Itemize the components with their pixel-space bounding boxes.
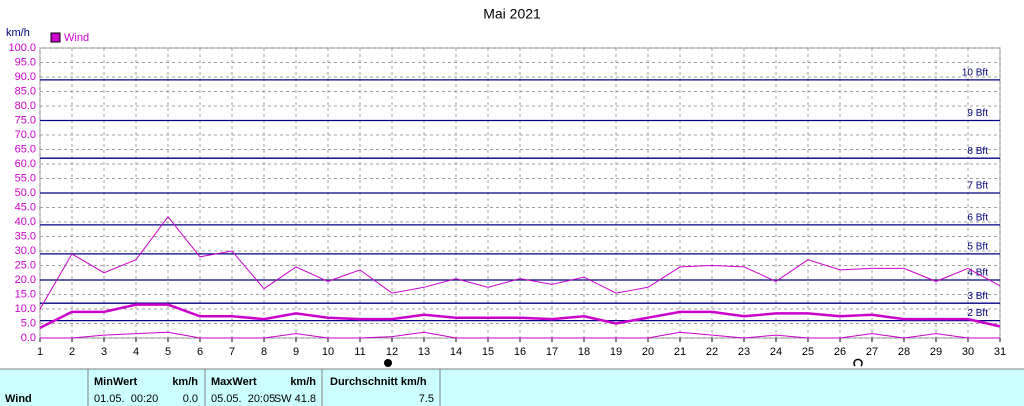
y-tick-label: 90.0 [15, 71, 36, 83]
x-tick-label: 17 [546, 346, 558, 358]
y-tick-label: 10.0 [15, 303, 36, 315]
data-line [40, 331, 1000, 339]
reference-label: 9 Bft [967, 108, 988, 119]
x-tick-label: 11 [354, 346, 365, 358]
y-tick-label: 25.0 [15, 259, 36, 271]
data-line [39, 303, 1001, 330]
table-header: km/h [290, 376, 316, 388]
y-tick-label: 35.0 [15, 230, 36, 242]
x-tick-label: 6 [197, 346, 203, 358]
x-tick-label: 20 [642, 346, 654, 358]
x-tick-label: 28 [898, 346, 910, 358]
table-header: MaxWert [211, 376, 257, 388]
x-tick-label: 27 [866, 346, 878, 358]
y-unit: km/h [6, 27, 30, 39]
row-label: Wind [5, 393, 32, 405]
x-tick-label: 3 [101, 346, 107, 358]
x-tick-label: 29 [930, 346, 942, 358]
x-tick-label: 1 [37, 346, 43, 358]
x-tick-label: 26 [834, 346, 846, 358]
y-tick-label: 45.0 [15, 201, 36, 213]
y-tick-label: 65.0 [15, 143, 36, 155]
x-tick-label: 30 [962, 346, 974, 358]
y-tick-label: 60.0 [15, 158, 36, 170]
table-cell: 7.5 [419, 393, 434, 405]
x-tick-label: 21 [674, 346, 686, 358]
x-tick-label: 31 [994, 346, 1006, 358]
data-line [39, 215, 1001, 310]
reference-label: 8 Bft [967, 146, 988, 157]
x-tick-label: 9 [293, 346, 299, 358]
y-tick-label: 40.0 [15, 216, 36, 228]
y-tick-label: 80.0 [15, 100, 36, 112]
reference-label: 6 Bft [967, 213, 988, 224]
x-tick-label: 18 [578, 346, 590, 358]
x-tick-label: 25 [802, 346, 814, 358]
legend-swatch [50, 32, 61, 43]
y-tick-label: 70.0 [15, 129, 36, 141]
reference-label: 3 Bft [967, 291, 988, 302]
x-tick-label: 23 [738, 346, 750, 358]
chart-title: Mai 2021 [483, 6, 541, 22]
y-tick-label: 15.0 [15, 288, 36, 300]
table-cell: 01.05. 00:20 [94, 393, 158, 405]
moon-icon [853, 358, 863, 367]
reference-label: 7 Bft [967, 181, 988, 192]
table-header: km/h [172, 376, 198, 388]
table-cell: SW 41.8 [274, 393, 316, 405]
reference-label: 4 Bft [967, 268, 988, 279]
y-tick-label: 95.0 [15, 56, 36, 68]
y-tick-label: 20.0 [15, 274, 36, 286]
x-tick-label: 22 [706, 346, 718, 358]
reference-label: 2 Bft [967, 308, 988, 319]
x-tick-label: 10 [322, 346, 334, 358]
x-tick-label: 7 [229, 346, 235, 358]
table-cell: 05.05. 20:05 [211, 393, 275, 405]
y-tick-label: 0.0 [21, 332, 36, 344]
reference-label: 10 Bft [962, 68, 988, 79]
y-tick-label: 55.0 [15, 172, 36, 184]
y-tick-label: 5.0 [21, 317, 36, 329]
x-tick-label: 12 [386, 346, 398, 358]
table-bg [0, 369, 1024, 406]
table-cell: 0.0 [183, 393, 198, 405]
moon-icon [384, 359, 392, 367]
x-tick-label: 19 [610, 346, 622, 358]
y-tick-label: 50.0 [15, 187, 36, 199]
x-tick-label: 13 [418, 346, 430, 358]
y-tick-label: 100.0 [8, 42, 36, 54]
table-header: MinWert [94, 376, 138, 388]
y-tick-label: 75.0 [15, 114, 36, 126]
x-tick-label: 4 [133, 346, 139, 358]
y-tick-label: 85.0 [15, 85, 36, 97]
x-tick-label: 24 [770, 346, 782, 358]
x-tick-label: 15 [482, 346, 494, 358]
x-tick-label: 14 [450, 346, 462, 358]
reference-label: 5 Bft [967, 242, 988, 253]
x-tick-label: 8 [261, 346, 267, 358]
x-tick-label: 16 [514, 346, 526, 358]
x-tick-label: 2 [69, 346, 75, 358]
x-tick-label: 5 [165, 346, 171, 358]
legend-label: Wind [64, 32, 89, 44]
y-tick-label: 30.0 [15, 245, 36, 257]
table-borders [0, 368, 1024, 406]
table-header: Durchschnitt km/h [330, 376, 427, 388]
